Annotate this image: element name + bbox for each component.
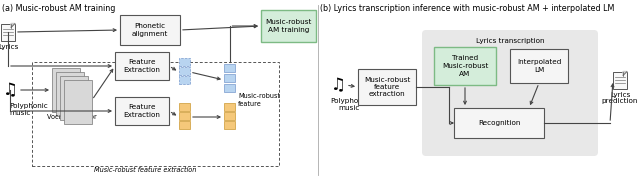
Text: Polyphonic
music: Polyphonic music — [330, 98, 369, 111]
FancyBboxPatch shape — [179, 58, 190, 66]
FancyBboxPatch shape — [224, 121, 235, 129]
FancyBboxPatch shape — [434, 47, 496, 85]
Text: Music-robust
feature
extraction: Music-robust feature extraction — [364, 76, 410, 98]
FancyBboxPatch shape — [52, 68, 80, 112]
FancyBboxPatch shape — [179, 76, 190, 84]
Polygon shape — [623, 71, 627, 75]
FancyBboxPatch shape — [422, 30, 598, 156]
FancyBboxPatch shape — [179, 67, 190, 75]
Text: Vocal extractor: Vocal extractor — [47, 114, 97, 120]
Text: (b) Lyrics transcription inference with music-robust AM + interpolated LM: (b) Lyrics transcription inference with … — [320, 4, 614, 13]
Text: Trained
Music-robust
AM: Trained Music-robust AM — [442, 55, 488, 76]
Text: ♫: ♫ — [3, 81, 17, 99]
Text: Feature
Extraction: Feature Extraction — [124, 104, 161, 118]
Text: Lyrics transcription: Lyrics transcription — [476, 38, 544, 44]
FancyBboxPatch shape — [1, 24, 15, 40]
FancyBboxPatch shape — [261, 10, 316, 42]
FancyBboxPatch shape — [510, 49, 568, 83]
FancyBboxPatch shape — [454, 108, 544, 138]
FancyBboxPatch shape — [224, 103, 235, 111]
Text: Feature
Extraction: Feature Extraction — [124, 59, 161, 73]
Text: Recognition: Recognition — [478, 120, 520, 126]
Text: Interpolated
LM: Interpolated LM — [517, 59, 561, 73]
Text: (a) Music-robust AM training: (a) Music-robust AM training — [2, 4, 115, 13]
Text: Music-robust
AM training: Music-robust AM training — [266, 19, 312, 33]
FancyBboxPatch shape — [60, 76, 88, 120]
FancyBboxPatch shape — [115, 97, 169, 125]
Text: Lyrics
prediction: Lyrics prediction — [602, 91, 638, 105]
Text: Phonetic
alignment: Phonetic alignment — [132, 23, 168, 37]
Text: Music-robust
feature: Music-robust feature — [238, 93, 280, 107]
FancyBboxPatch shape — [179, 112, 190, 120]
Text: Music-robust feature extraction: Music-robust feature extraction — [94, 167, 196, 173]
Text: Lyrics: Lyrics — [0, 44, 18, 50]
Text: ♫: ♫ — [331, 76, 346, 94]
Text: Polyphonic
music: Polyphonic music — [9, 103, 48, 116]
FancyBboxPatch shape — [613, 71, 627, 89]
FancyBboxPatch shape — [179, 121, 190, 129]
Polygon shape — [11, 24, 15, 28]
FancyBboxPatch shape — [224, 64, 235, 72]
FancyBboxPatch shape — [115, 52, 169, 80]
FancyBboxPatch shape — [179, 103, 190, 111]
FancyBboxPatch shape — [64, 80, 92, 124]
FancyBboxPatch shape — [358, 69, 416, 105]
FancyBboxPatch shape — [224, 84, 235, 92]
FancyBboxPatch shape — [224, 74, 235, 82]
FancyBboxPatch shape — [120, 15, 180, 45]
FancyBboxPatch shape — [224, 112, 235, 120]
FancyBboxPatch shape — [56, 72, 84, 116]
